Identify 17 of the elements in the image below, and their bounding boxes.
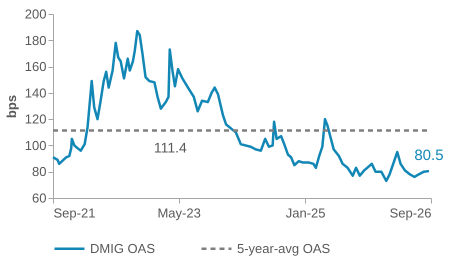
legend-label: 5-year-avg OAS — [237, 240, 331, 256]
annotation: 80.5 — [414, 147, 444, 164]
legend-label: DMIG OAS — [90, 240, 156, 256]
y-tick-label: 100 — [24, 138, 46, 153]
x-tick-label: Sep-26 — [390, 206, 432, 220]
x-tick-label: Sep-21 — [54, 206, 96, 220]
y-tick-label: 80 — [32, 164, 46, 180]
x-tick-label: May-23 — [157, 206, 201, 220]
y-tick-label: 200 — [24, 6, 46, 22]
y-tick-label: 140 — [24, 85, 46, 100]
y-tick-label: 120 — [24, 112, 46, 127]
y-tick-label: 60 — [32, 190, 46, 206]
y-axis-title: bps — [4, 94, 19, 118]
annotation: 111.4 — [154, 139, 188, 156]
y-tick-label: 160 — [24, 59, 46, 74]
x-tick-label: Jan-25 — [286, 206, 326, 220]
y-tick-label: 180 — [24, 32, 46, 48]
